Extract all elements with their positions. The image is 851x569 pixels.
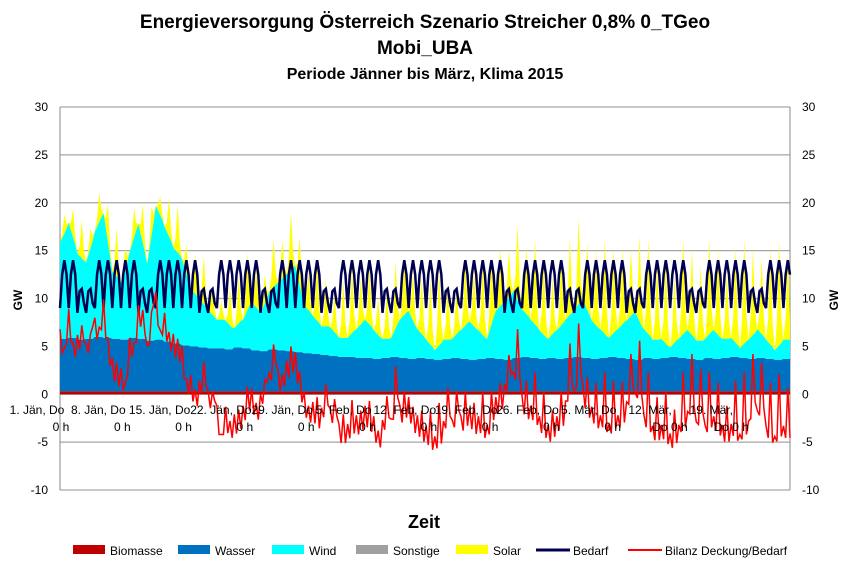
- x-tick-label: 29. Jän, Do: [252, 403, 314, 417]
- y-tick-label-left: 30: [35, 100, 49, 114]
- y-axis-ticks: -10 -10 -5 -5 0 0 5 5 10 10 15 15 20 20 25 25 30 30: [31, 100, 820, 497]
- y-tick-label-left: 25: [35, 148, 49, 162]
- legend: Biomasse Wasser Wind Sonstige Solar Bedarf Bil…: [73, 544, 788, 558]
- x-tick-label: 12. Feb, Do: [373, 403, 436, 417]
- x-tick-label-time: 0 h: [543, 420, 560, 434]
- y-tick-label-left: 10: [35, 292, 49, 306]
- line-bedarf: [58, 260, 792, 314]
- x-tick-label: 5. Feb, Do: [315, 403, 371, 417]
- x-tick-label: 22. Jän, Do: [190, 403, 252, 417]
- x-tick-label-time: 0 h: [114, 420, 131, 434]
- area-biomasse: [60, 391, 790, 395]
- legend-swatch-3: [356, 545, 388, 554]
- legend-swatch-1: [178, 545, 210, 554]
- legend-label: Biomasse: [110, 544, 163, 558]
- x-tick-label-time: 0 h: [420, 420, 437, 434]
- area-wasser: [60, 336, 790, 392]
- x-tick-label: 19. Mär,: [690, 403, 733, 417]
- y-tick-label-left: -5: [37, 435, 48, 449]
- y-tick-label-left: -10: [31, 483, 49, 497]
- chart-subtitle: Periode Jänner bis März, Klima 2015: [287, 66, 564, 83]
- x-tick-label: 5. Mär, Do: [561, 403, 617, 417]
- legend-swatch-0: [73, 545, 105, 554]
- x-axis-label: Zeit: [408, 512, 440, 532]
- chart-title-line2: Mobi_UBA: [377, 38, 473, 59]
- y-tick-label-left: 20: [35, 196, 49, 210]
- x-tick-label: 19. Feb, Do: [435, 403, 498, 417]
- legend-label: Bedarf: [573, 544, 609, 558]
- legend-swatch-2: [272, 545, 304, 554]
- legend-label: Wind: [309, 544, 336, 558]
- y-tick-label-right: 20: [802, 196, 816, 210]
- y-tick-label-right: 5: [802, 339, 809, 353]
- x-tick-label: 1. Jän, Do: [10, 403, 65, 417]
- x-tick-label: 26. Feb, Do: [496, 403, 559, 417]
- x-tick-label-time: 0 h: [237, 420, 254, 434]
- x-tick-label-time: 0 h: [298, 420, 315, 434]
- legend-label: Sonstige: [393, 544, 440, 558]
- y-tick-label-right: 25: [802, 148, 816, 162]
- x-tick-label-time: Do 0 h: [714, 420, 749, 434]
- y-tick-label-right: -10: [802, 483, 820, 497]
- chart-title: Energieversorgung Österreich Szenario St…: [140, 12, 710, 33]
- x-tick-label: 12. Mär,: [628, 403, 671, 417]
- y-tick-label-right: 0: [802, 387, 809, 401]
- y-axis-label-right: GW: [827, 289, 841, 310]
- stacked-areas: [60, 193, 790, 395]
- y-tick-label-left: 0: [41, 387, 48, 401]
- legend-swatch-4: [456, 545, 488, 554]
- y-tick-label-left: 15: [35, 244, 49, 258]
- legend-label: Solar: [493, 544, 521, 558]
- y-tick-label-right: 30: [802, 100, 816, 114]
- line-bilanz: [59, 291, 791, 450]
- x-tick-label: 15. Jän, Do: [129, 403, 191, 417]
- x-axis-ticks: 1. Jän, Do0 h8. Jän, Do0 h15. Jän, Do0 h…: [10, 403, 749, 434]
- x-tick-label-time: 0 h: [482, 420, 499, 434]
- x-tick-label-time: 0 h: [359, 420, 376, 434]
- legend-label: Wasser: [215, 544, 255, 558]
- x-tick-label-time: 0 h: [604, 420, 621, 434]
- x-tick-label: 8. Jän, Do: [71, 403, 126, 417]
- x-tick-label-time: Do 0 h: [652, 420, 687, 434]
- y-axis-label-left: GW: [11, 289, 25, 310]
- y-tick-label-right: -5: [802, 435, 813, 449]
- x-tick-label-time: 0 h: [53, 420, 70, 434]
- y-tick-label-left: 5: [41, 339, 48, 353]
- area-wind: [60, 205, 790, 360]
- legend-label: Bilanz Deckung/Bedarf: [665, 544, 788, 558]
- y-tick-label-right: 10: [802, 292, 816, 306]
- series-lines: [58, 260, 792, 450]
- x-tick-label-time: 0 h: [175, 420, 192, 434]
- y-tick-label-right: 15: [802, 244, 816, 258]
